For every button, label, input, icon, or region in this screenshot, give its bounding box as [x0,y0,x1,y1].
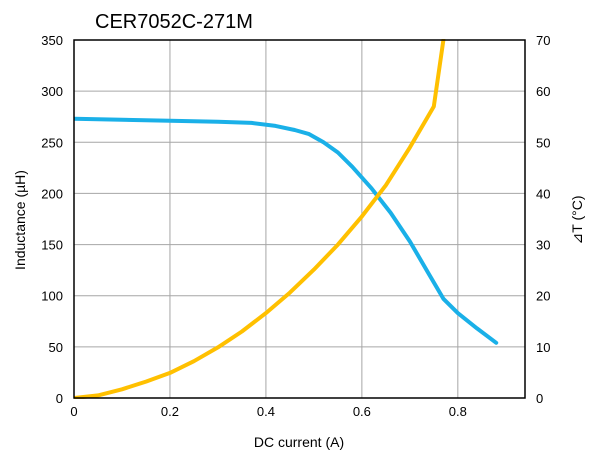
chart-title: CER7052C-271M [95,11,253,33]
left-y-tick-label: 200 [41,186,63,201]
x-tick-label: 0.2 [161,404,179,419]
temperature-rise-line [74,39,446,399]
x-tick-label: 0 [70,404,77,419]
right-y-tick-label: 30 [536,238,550,253]
right-y-tick-label: 20 [536,289,550,304]
inductance-line [74,116,499,345]
left-y-tick-label: 250 [41,135,63,150]
right-y-tick-label: 0 [536,391,543,406]
left-y-axis-ticks: 0 50 100 150 200 250 300 350 [41,33,63,406]
grid-lines [74,40,525,398]
x-tick-label: 0.6 [353,404,371,419]
left-y-axis-label: Inductance (µH) [12,170,28,270]
right-y-axis-label: ⊿T (°C) [569,196,585,245]
x-tick-label: 0.8 [449,404,467,419]
right-y-tick-label: 10 [536,340,550,355]
x-axis-label: DC current (A) [254,434,344,450]
left-y-tick-label: 0 [56,391,63,406]
right-y-tick-label: 40 [536,186,550,201]
right-y-tick-label: 60 [536,84,550,99]
left-y-tick-label: 50 [49,340,63,355]
left-y-tick-label: 100 [41,289,63,304]
plot-frame [73,39,526,399]
right-y-tick-label: 70 [536,33,550,48]
left-y-tick-label: 350 [41,33,63,48]
series-layer [74,39,499,399]
x-axis-ticks: 0 0.2 0.4 0.6 0.8 [70,404,466,419]
left-y-tick-label: 150 [41,238,63,253]
right-y-axis-ticks: 0 10 20 30 40 50 60 70 [536,33,550,406]
x-tick-label: 0.4 [257,404,275,419]
right-y-tick-label: 50 [536,135,550,150]
left-y-tick-label: 300 [41,84,63,99]
